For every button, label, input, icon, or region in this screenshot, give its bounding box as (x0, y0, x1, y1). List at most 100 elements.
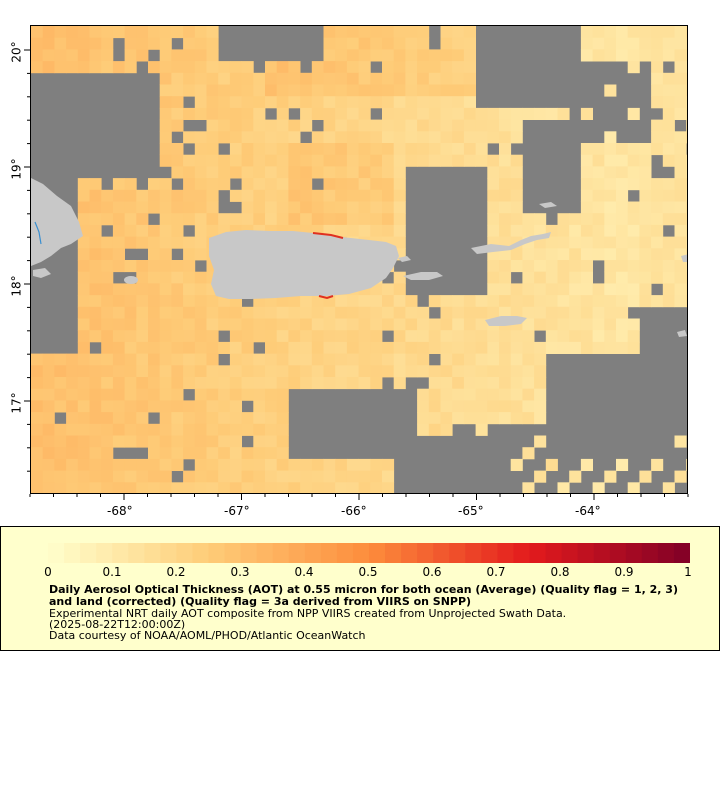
aot-cell (323, 107, 336, 120)
aot-cell (89, 189, 102, 202)
aot-cell (77, 283, 90, 296)
aot-cell (206, 306, 219, 319)
aot-cell (206, 72, 219, 85)
aot-cell (77, 26, 90, 39)
aot-cell (171, 154, 184, 167)
aot-cell (604, 166, 617, 179)
aot-cell (393, 154, 406, 167)
aot-cell (592, 26, 605, 39)
aot-cell (499, 224, 512, 237)
aot-cell (452, 61, 465, 74)
aot-cell (627, 482, 640, 493)
aot-cell (428, 423, 441, 436)
aot-cell (171, 388, 184, 401)
aot-cell (487, 271, 500, 284)
aot-cell (417, 49, 430, 62)
aot-cell (580, 248, 593, 261)
aot-cell (510, 283, 523, 296)
aot-cell (686, 201, 687, 214)
color-scale-swatch (433, 543, 450, 563)
aot-cell (136, 423, 149, 436)
aot-cell (686, 131, 687, 144)
aot-cell (159, 72, 172, 85)
aot-cell (487, 154, 500, 167)
aot-cell (592, 318, 605, 331)
aot-cell (335, 107, 348, 120)
aot-cell (639, 283, 652, 296)
aot-cell (183, 365, 196, 378)
aot-cell (627, 166, 640, 179)
aot-cell (346, 377, 359, 390)
aot-cell (288, 96, 301, 109)
aot-cell (510, 388, 523, 401)
aot-cell (206, 377, 219, 390)
aot-cell (265, 388, 278, 401)
aot-cell (557, 107, 570, 120)
color-scale-bar (48, 543, 690, 563)
aot-cell (77, 213, 90, 226)
aot-cell (194, 154, 207, 167)
aot-cell (229, 107, 242, 120)
aot-cell (604, 330, 617, 343)
aot-cell (159, 37, 172, 50)
aot-cell (206, 143, 219, 156)
aot-cell (487, 224, 500, 237)
aot-cell (463, 295, 476, 308)
aot-cell (557, 330, 570, 343)
aot-cell (148, 435, 161, 448)
aot-cell (183, 341, 196, 354)
aot-cell (393, 213, 406, 226)
aot-cell (580, 283, 593, 296)
aot-cell (370, 470, 383, 483)
aot-cell (662, 143, 675, 156)
aot-cell (183, 283, 196, 296)
aot-cell (276, 458, 289, 471)
aot-cell (662, 295, 675, 308)
aot-cell (171, 49, 184, 62)
color-scale-swatch (96, 543, 113, 563)
aot-cell (487, 365, 500, 378)
aot-cell (370, 482, 383, 493)
aot-cell (452, 154, 465, 167)
aot-cell (206, 61, 219, 74)
aot-cell (323, 143, 336, 156)
aot-cell (194, 330, 207, 343)
aot-cell (405, 330, 418, 343)
aot-cell (241, 131, 254, 144)
aot-cell (382, 189, 395, 202)
aot-cell (674, 49, 687, 62)
aot-cell (183, 178, 196, 191)
aot-cell (159, 388, 172, 401)
aot-cell (428, 61, 441, 74)
color-scale-swatch (529, 543, 547, 563)
aot-cell (265, 330, 278, 343)
aot-cell (54, 388, 67, 401)
aot-cell (475, 412, 488, 425)
aot-cell (288, 482, 301, 493)
aot-cell (183, 166, 196, 179)
aot-cell (194, 26, 207, 39)
aot-cell (206, 400, 219, 413)
aot-cell (616, 248, 629, 261)
aot-cell (440, 119, 453, 132)
aot-cell (89, 458, 102, 471)
aot-cell (136, 330, 149, 343)
aot-map[interactable] (30, 25, 688, 494)
aot-cell (276, 412, 289, 425)
aot-cell (616, 271, 629, 284)
aot-cell (159, 189, 172, 202)
aot-cell (604, 260, 617, 273)
aot-cell (440, 295, 453, 308)
aot-cell (499, 377, 512, 390)
aot-cell (159, 435, 172, 448)
aot-cell (276, 400, 289, 413)
aot-cell (580, 318, 593, 331)
aot-cell (194, 470, 207, 483)
aot-cell (417, 26, 430, 39)
aot-cell (218, 178, 231, 191)
aot-cell (522, 248, 535, 261)
aot-cell (616, 260, 629, 273)
hispaniola-inland-water (34, 221, 42, 245)
aot-cell (452, 306, 465, 319)
aot-cell (358, 213, 371, 226)
